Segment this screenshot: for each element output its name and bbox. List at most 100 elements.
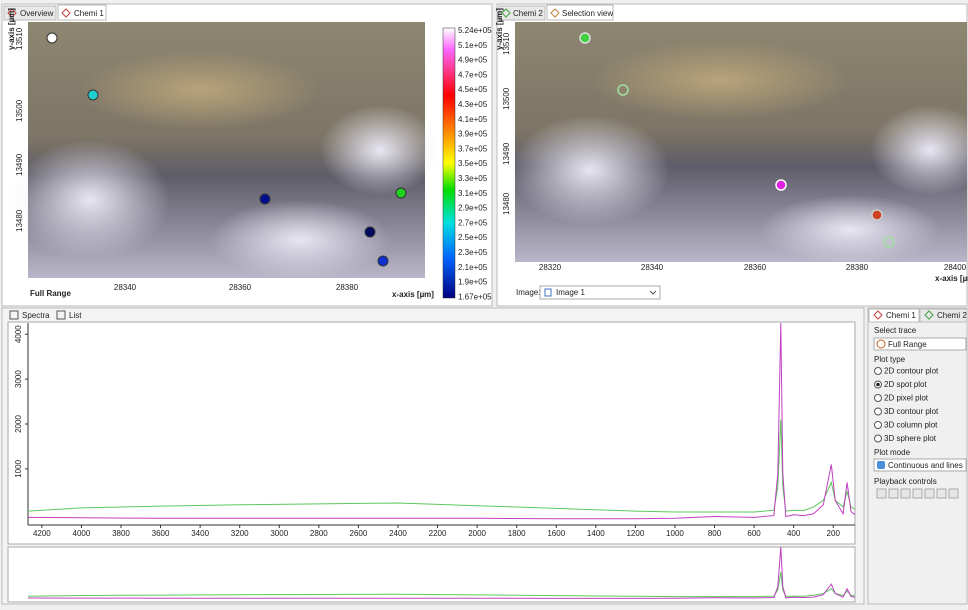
radio[interactable]: [874, 434, 882, 443]
dropdown-arrow: [649, 290, 657, 295]
tab-label[interactable]: Selection view: [562, 9, 613, 18]
y-tick-label: 13500: [502, 87, 511, 110]
image-value[interactable]: Image 1: [556, 288, 585, 297]
trace-icon: [876, 339, 886, 349]
x-tick-label: 1800: [508, 529, 526, 538]
colorbar-label: 4.9e+05: [458, 56, 488, 65]
x-tick-label: 28360: [229, 283, 252, 292]
x-tick-label: 800: [708, 529, 722, 538]
colorbar-label: 3.3e+05: [458, 174, 488, 183]
x-tick-label: 28380: [336, 283, 359, 292]
tab[interactable]: [919, 308, 968, 323]
spectrum-line: [28, 323, 855, 520]
trace-value[interactable]: Full Range: [888, 340, 927, 349]
photo: [510, 22, 968, 265]
x-tick-label: 2600: [350, 529, 368, 538]
radio-label: 2D spot plot: [884, 380, 927, 389]
radio[interactable]: [874, 421, 882, 429]
playback-button[interactable]: [936, 488, 947, 499]
y-tick-label: 13490: [15, 153, 24, 176]
tab-label[interactable]: Chemi 1: [74, 9, 104, 18]
playback-button[interactable]: [912, 488, 923, 499]
tab-label[interactable]: Chemi 2: [937, 311, 967, 320]
x-tick-label: 600: [747, 529, 761, 538]
x-tick-label: 2000: [468, 529, 486, 538]
x-tick-label: 28340: [641, 263, 664, 272]
plot-mode-label: Plot mode: [874, 448, 911, 457]
tab-active[interactable]: [546, 4, 614, 21]
colorbar-label: 3.7e+05: [458, 144, 488, 153]
tab-icon: [56, 310, 66, 320]
y-tick-label: 13480: [502, 192, 511, 215]
y-tick-label: 1000: [14, 459, 23, 477]
tab[interactable]: [3, 5, 57, 21]
spots: [46, 32, 407, 267]
tab[interactable]: [498, 5, 546, 21]
spots: [579, 32, 895, 248]
x-tick-label: 400: [787, 529, 801, 538]
colorbar-label: 4.7e+05: [458, 70, 488, 79]
playback-button[interactable]: [888, 488, 899, 499]
colorbar-label: 3.5e+05: [458, 159, 488, 168]
x-tick-label: 28380: [846, 263, 869, 272]
radio[interactable]: [874, 394, 882, 402]
tab-label[interactable]: List: [69, 311, 82, 320]
colorbar-label: 3.1e+05: [458, 189, 488, 198]
side-panel: [867, 307, 968, 605]
colorbar-label: 2.7e+05: [458, 218, 488, 227]
playback-label: Playback controls: [874, 477, 937, 486]
plot-frame: [7, 321, 856, 545]
tab-icon: [550, 8, 560, 18]
colorbar-label: 2.1e+05: [458, 263, 488, 272]
tab-icon: [9, 310, 19, 320]
radio[interactable]: [874, 367, 882, 375]
plot-mode-value[interactable]: Continuous and lines: [888, 461, 963, 470]
plot-mode-dropdown[interactable]: [873, 458, 967, 472]
x-tick-label: 28360: [744, 263, 767, 272]
trace-dropdown[interactable]: [873, 337, 967, 351]
x-axis-label: x-axis [µm]: [392, 290, 434, 299]
radio-label: 2D contour plot: [884, 367, 939, 376]
tab-active[interactable]: [57, 4, 107, 21]
tab-active[interactable]: [868, 308, 920, 323]
y-axis-label: y-axis [µm]: [7, 8, 16, 50]
playback-button[interactable]: [948, 488, 959, 499]
x-tick-label: 28340: [114, 283, 137, 292]
y-tick-label: 13490: [502, 142, 511, 165]
radio-label: 3D sphere plot: [884, 434, 937, 443]
image-dropdown[interactable]: [539, 285, 661, 300]
y-tick-label: 4000: [14, 325, 23, 343]
plot-type-label: Plot type: [874, 355, 906, 364]
x-tick-label: 3400: [191, 529, 209, 538]
x-tick-label: 28320: [539, 263, 562, 272]
y-tick-label: 2000: [14, 415, 23, 433]
image-label: Image:: [516, 288, 540, 297]
tab-icon: [61, 8, 71, 18]
colorbar-label: 5.24e+05: [458, 26, 492, 35]
tab-icon: [501, 8, 511, 18]
tab-label[interactable]: Overview: [20, 9, 54, 18]
x-tick-label: 1200: [626, 529, 644, 538]
select-trace-label: Select trace: [874, 326, 917, 335]
x-tick-label: 3000: [270, 529, 288, 538]
tab-label[interactable]: Spectra: [22, 311, 50, 320]
plot-mode-icon: [877, 461, 885, 469]
tab-label[interactable]: Chemi 2: [513, 9, 543, 18]
y-tick-label: 13510: [502, 32, 511, 55]
playback-button[interactable]: [900, 488, 911, 499]
colorbar-label: 2.5e+05: [458, 233, 488, 242]
y-tick-label: 13500: [15, 99, 24, 122]
x-tick-label: 3800: [112, 529, 130, 538]
playback-button[interactable]: [876, 488, 887, 499]
playback-button[interactable]: [924, 488, 935, 499]
y-axis-label: y-axis [µm]: [495, 8, 504, 50]
spectrum-line: [28, 419, 855, 513]
x-tick-label: 2800: [310, 529, 328, 538]
tab-label[interactable]: Chemi 1: [886, 311, 916, 320]
image-icon: [544, 288, 552, 297]
radio[interactable]: [874, 407, 882, 416]
colorbar-label: 4.1e+05: [458, 115, 488, 124]
x-tick-label: 3200: [231, 529, 249, 538]
radio-label: 3D column plot: [884, 421, 938, 430]
